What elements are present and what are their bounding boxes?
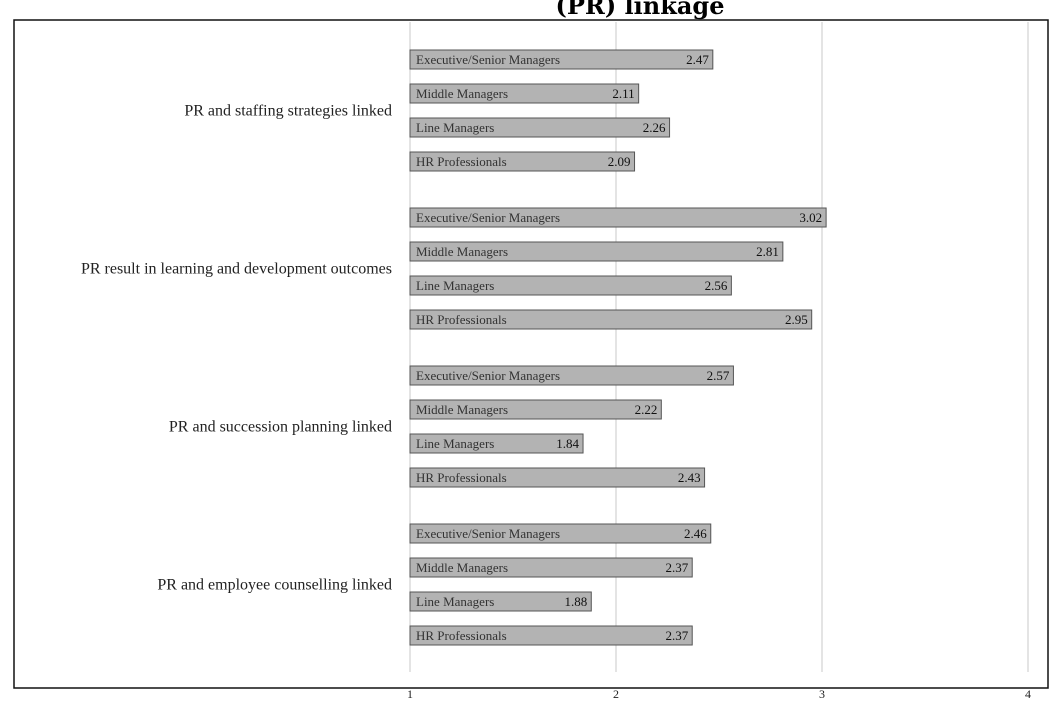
bar-value-label: 3.02 xyxy=(799,210,822,225)
x-tick-label: 3 xyxy=(819,687,825,701)
bar-value-label: 2.26 xyxy=(643,120,666,135)
bar xyxy=(409,557,693,578)
bar-value-label: 2.37 xyxy=(665,628,688,643)
bar-series-label: Line Managers xyxy=(416,594,494,609)
bar-series-label: HR Professionals xyxy=(416,470,507,485)
bar xyxy=(409,591,592,612)
bar xyxy=(409,275,732,296)
labels-layer: PR and staffing strategies linked Executi… xyxy=(81,52,822,643)
chart-title: (PR) linkage xyxy=(556,0,725,20)
bar-value-label: 1.84 xyxy=(556,436,579,451)
bar-series-label: Line Managers xyxy=(416,278,494,293)
bar xyxy=(409,467,706,488)
bar-value-label: 2.56 xyxy=(705,278,728,293)
bar-value-label: 2.11 xyxy=(612,86,634,101)
x-tick-label: 1 xyxy=(407,687,413,701)
bar xyxy=(409,433,584,454)
bar-value-label: 2.46 xyxy=(684,526,707,541)
bar xyxy=(409,151,636,172)
bar-series-label: Executive/Senior Managers xyxy=(416,52,560,67)
bar-value-label: 2.22 xyxy=(635,402,658,417)
bar-value-label: 2.57 xyxy=(707,368,730,383)
bar-series-label: Middle Managers xyxy=(416,560,508,575)
bar-value-label: 2.47 xyxy=(686,52,709,67)
bar xyxy=(409,309,813,330)
bar-series-label: Line Managers xyxy=(416,120,494,135)
bar-series-label: Line Managers xyxy=(416,436,494,451)
bar xyxy=(409,399,662,420)
bar xyxy=(409,625,693,646)
bar xyxy=(409,117,671,138)
bar-series-label: Middle Managers xyxy=(416,86,508,101)
plot-frame xyxy=(13,19,1049,689)
ticks-layer: 1 2 3 4 xyxy=(407,687,1031,701)
bar-value-label: 2.37 xyxy=(665,560,688,575)
bar-series-label: HR Professionals xyxy=(416,312,507,327)
x-tick-label: 4 xyxy=(1025,687,1031,701)
bar-series-label: HR Professionals xyxy=(416,628,507,643)
category-label: PR result in learning and development ou… xyxy=(81,261,392,278)
bar xyxy=(409,241,784,262)
bar-series-label: Executive/Senior Managers xyxy=(416,210,560,225)
category-label: PR and succession planning linked xyxy=(169,419,392,436)
category-label: PR and employee counselling linked xyxy=(157,577,392,594)
bar-series-label: Executive/Senior Managers xyxy=(416,526,560,541)
bar-value-label: 2.09 xyxy=(608,154,631,169)
bar-series-label: Middle Managers xyxy=(416,402,508,417)
bar-value-label: 1.88 xyxy=(565,594,588,609)
x-tick-label: 2 xyxy=(613,687,619,701)
bar xyxy=(409,83,640,104)
bar xyxy=(409,49,714,70)
bar xyxy=(409,523,712,544)
bar-value-label: 2.95 xyxy=(785,312,808,327)
bar-series-label: Middle Managers xyxy=(416,244,508,259)
bars-layer xyxy=(409,49,827,646)
bar-series-label: HR Professionals xyxy=(416,154,507,169)
bar-value-label: 2.43 xyxy=(678,470,701,485)
category-label: PR and staffing strategies linked xyxy=(184,103,392,120)
bar xyxy=(409,207,827,228)
bar-series-label: Executive/Senior Managers xyxy=(416,368,560,383)
bar xyxy=(409,365,734,386)
bar-value-label: 2.81 xyxy=(756,244,779,259)
